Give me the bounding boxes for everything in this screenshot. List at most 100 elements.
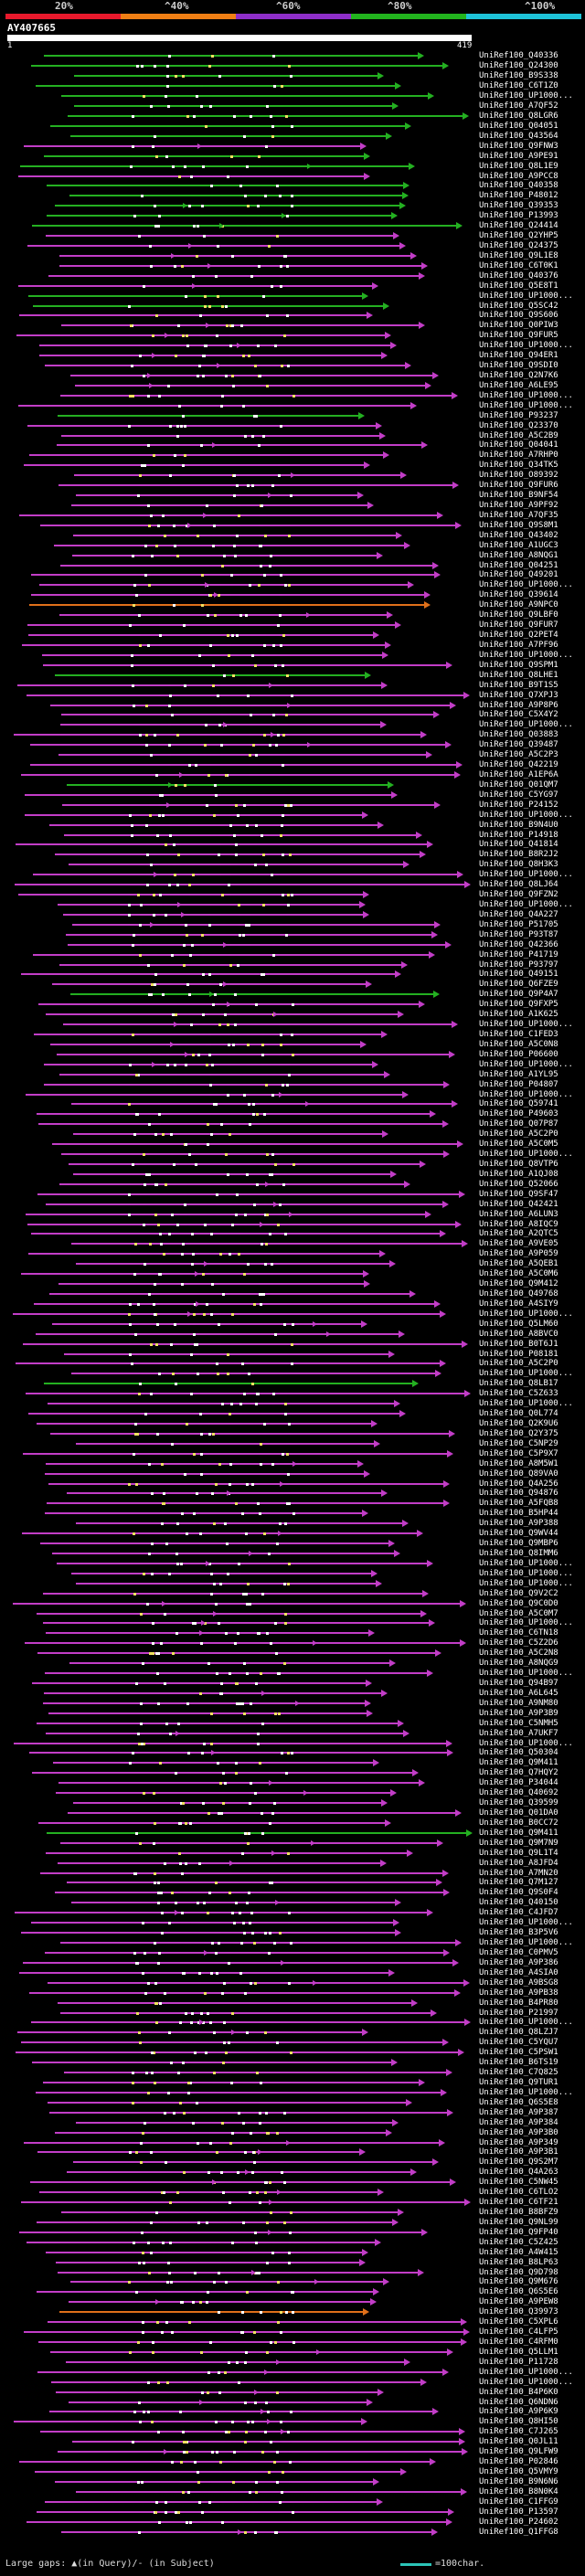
- hit-label[interactable]: UniRef100_P41719: [479, 950, 558, 959]
- hit-label[interactable]: UniRef100_UP1000...: [479, 1060, 573, 1069]
- hit-label[interactable]: UniRef100_Q9FUR7: [479, 620, 558, 630]
- hit-label[interactable]: UniRef100_UP1000...: [479, 1090, 573, 1099]
- hit-label[interactable]: UniRef100_Q8LB17: [479, 1379, 558, 1388]
- hit-label[interactable]: UniRef100_C5PSW1: [479, 2048, 558, 2057]
- hit-label[interactable]: UniRef100_C5X4Y2: [479, 710, 558, 719]
- hit-label[interactable]: UniRef100_Q52066: [479, 1180, 558, 1189]
- hit-label[interactable]: UniRef100_A9P8P6: [479, 701, 558, 710]
- hit-label[interactable]: UniRef100_Q49151: [479, 970, 558, 979]
- hit-label[interactable]: UniRef100_C6TF21: [479, 2198, 558, 2207]
- hit-label[interactable]: UniRef100_A1K625: [479, 1010, 558, 1019]
- hit-label[interactable]: UniRef100_UP1000...: [479, 580, 573, 589]
- hit-label[interactable]: UniRef100_A9P386: [479, 1958, 558, 1967]
- hit-label[interactable]: UniRef100_A1YL95: [479, 1070, 558, 1079]
- hit-label[interactable]: UniRef100_B0T6J1: [479, 1340, 558, 1349]
- hit-label[interactable]: UniRef100_UP1000...: [479, 1309, 573, 1319]
- hit-label[interactable]: UniRef100_Q9S606: [479, 311, 558, 320]
- hit-label[interactable]: UniRef100_A9P388: [479, 1519, 558, 1528]
- hit-label[interactable]: UniRef100_Q9S8M1: [479, 521, 558, 530]
- hit-label[interactable]: UniRef100_Q24300: [479, 61, 558, 70]
- hit-label[interactable]: UniRef100_UP1000...: [479, 720, 573, 729]
- hit-label[interactable]: UniRef100_P13597: [479, 2507, 558, 2517]
- hit-label[interactable]: UniRef100_A9PE91: [479, 152, 558, 161]
- hit-label[interactable]: UniRef100_Q9SPM1: [479, 661, 558, 670]
- hit-label[interactable]: UniRef100_P51705: [479, 920, 558, 929]
- hit-label[interactable]: UniRef100_Q9M412: [479, 1279, 558, 1288]
- hit-label[interactable]: UniRef100_UP1000...: [479, 1918, 573, 1927]
- hit-label[interactable]: UniRef100_C6T0K1: [479, 261, 558, 270]
- hit-label[interactable]: UniRef100_P24602: [479, 2518, 558, 2527]
- hit-label[interactable]: UniRef100_P34044: [479, 1778, 558, 1787]
- hit-label[interactable]: UniRef100_Q9L1T4: [479, 1849, 558, 1858]
- hit-label[interactable]: UniRef100_P93237: [479, 411, 558, 420]
- hit-label[interactable]: UniRef100_Q94B97: [479, 1679, 558, 1688]
- hit-label[interactable]: UniRef100_C1FED3: [479, 1030, 558, 1039]
- hit-label[interactable]: UniRef100_Q03883: [479, 730, 558, 739]
- hit-label[interactable]: UniRef100_A9PCC8: [479, 172, 558, 181]
- hit-label[interactable]: UniRef100_A9NM80: [479, 1699, 558, 1708]
- hit-label[interactable]: UniRef100_A5C0N8: [479, 1040, 558, 1049]
- hit-label[interactable]: UniRef100_Q01QM7: [479, 780, 558, 790]
- hit-label[interactable]: UniRef100_Q43564: [479, 132, 558, 141]
- hit-label[interactable]: UniRef100_Q42421: [479, 1200, 558, 1209]
- hit-label[interactable]: UniRef100_Q5LM60: [479, 1320, 558, 1329]
- hit-label[interactable]: UniRef100_A1UGC3: [479, 541, 558, 550]
- hit-label[interactable]: UniRef100_Q01DA0: [479, 1808, 558, 1818]
- hit-label[interactable]: UniRef100_A9P059: [479, 1249, 558, 1258]
- hit-label[interactable]: UniRef100_P49603: [479, 1109, 558, 1118]
- hit-label[interactable]: UniRef100_Q40336: [479, 51, 558, 60]
- hit-label[interactable]: UniRef100_C0PMV5: [479, 1948, 558, 1957]
- hit-label[interactable]: UniRef100_C5NP29: [479, 1439, 558, 1448]
- hit-label[interactable]: UniRef100_Q9L1E8: [479, 251, 558, 260]
- hit-label[interactable]: UniRef100_Q9SDI0: [479, 361, 558, 370]
- hit-label[interactable]: UniRef100_Q2Y375: [479, 1429, 558, 1438]
- hit-label[interactable]: UniRef100_Q50304: [479, 1748, 558, 1757]
- hit-label[interactable]: UniRef100_UP1000...: [479, 651, 573, 660]
- hit-label[interactable]: UniRef100_Q9S0F4: [479, 1888, 558, 1897]
- hit-label[interactable]: UniRef100_UP1000...: [479, 870, 573, 879]
- hit-label[interactable]: UniRef100_UP1000...: [479, 391, 573, 400]
- hit-label[interactable]: UniRef100_Q8HI50: [479, 2417, 558, 2426]
- hit-label[interactable]: UniRef100_Q6FZE9: [479, 980, 558, 989]
- hit-label[interactable]: UniRef100_Q39973: [479, 2307, 558, 2316]
- hit-label[interactable]: UniRef100_O89392: [479, 471, 558, 480]
- hit-label[interactable]: UniRef100_Q39487: [479, 740, 558, 749]
- hit-label[interactable]: UniRef100_B8LP63: [479, 2258, 558, 2267]
- hit-label[interactable]: UniRef100_C1FFG9: [479, 2497, 558, 2507]
- hit-label[interactable]: UniRef100_A5C2P0: [479, 1359, 558, 1368]
- hit-label[interactable]: UniRef100_Q41814: [479, 840, 558, 849]
- hit-label[interactable]: UniRef100_C7Q825: [479, 2068, 558, 2077]
- hit-label[interactable]: UniRef100_P04807: [479, 1080, 558, 1089]
- hit-label[interactable]: UniRef100_Q9M411: [479, 1829, 558, 1838]
- hit-label[interactable]: UniRef100_Q24375: [479, 241, 558, 250]
- hit-label[interactable]: UniRef100_P02846: [479, 2457, 558, 2466]
- hit-label[interactable]: UniRef100_A9PEW8: [479, 2297, 558, 2306]
- hit-label[interactable]: UniRef100_P08181: [479, 1350, 558, 1359]
- hit-label[interactable]: UniRef100_Q9M676: [479, 2277, 558, 2286]
- hit-label[interactable]: UniRef100_UP1000...: [479, 1020, 573, 1029]
- hit-label[interactable]: UniRef100_Q94ER1: [479, 351, 558, 360]
- hit-label[interactable]: UniRef100_Q9P4A7: [479, 990, 558, 999]
- hit-label[interactable]: UniRef100_Q9FZN2: [479, 890, 558, 899]
- hit-label[interactable]: UniRef100_A5C2P0: [479, 1129, 558, 1139]
- hit-label[interactable]: UniRef100_C6T1Z0: [479, 81, 558, 90]
- hit-label[interactable]: UniRef100_Q24414: [479, 221, 558, 230]
- hit-label[interactable]: UniRef100_P21997: [479, 2009, 558, 2018]
- hit-label[interactable]: UniRef100_P48012: [479, 191, 558, 200]
- hit-label[interactable]: UniRef100_Q2PET4: [479, 631, 558, 640]
- hit-label[interactable]: UniRef100_Q5E8T1: [479, 281, 558, 291]
- hit-label[interactable]: UniRef100_Q9FUR6: [479, 481, 558, 490]
- hit-label[interactable]: UniRef100_Q2YHP5: [479, 231, 558, 240]
- hit-label[interactable]: UniRef100_Q34TK5: [479, 461, 558, 470]
- hit-label[interactable]: UniRef100_C4RFM0: [479, 2337, 558, 2347]
- hit-label[interactable]: UniRef100_P24152: [479, 800, 558, 810]
- hit-label[interactable]: UniRef100_UP1000...: [479, 2018, 573, 2027]
- hit-label[interactable]: UniRef100_A5C2B9: [479, 431, 558, 440]
- hit-label[interactable]: UniRef100_Q8VTP6: [479, 1160, 558, 1169]
- hit-label[interactable]: UniRef100_UP1000...: [479, 91, 573, 101]
- hit-label[interactable]: UniRef100_Q7HQY2: [479, 1768, 558, 1777]
- hit-label[interactable]: UniRef100_Q40150: [479, 1898, 558, 1907]
- hit-label[interactable]: UniRef100_A9PF92: [479, 501, 558, 510]
- hit-label[interactable]: UniRef100_A6L645: [479, 1689, 558, 1698]
- hit-label[interactable]: UniRef100_UP1000...: [479, 1369, 573, 1378]
